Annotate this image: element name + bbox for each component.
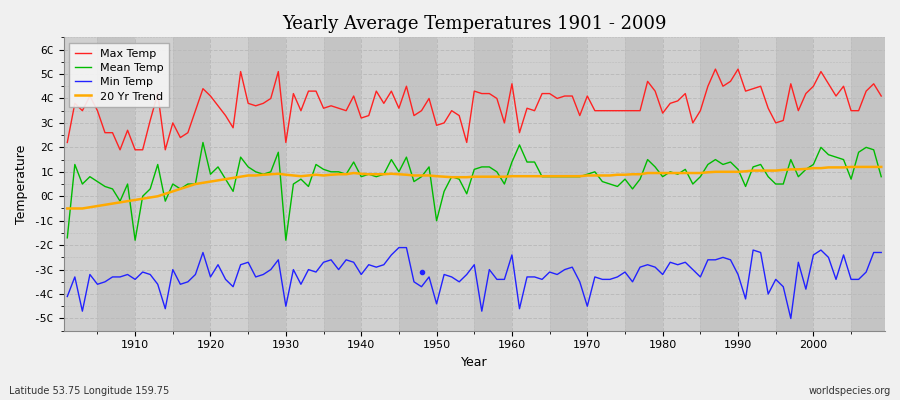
Bar	[399, 37, 436, 331]
Max Temp	[295, 108, 306, 113]
Mean Temp	[348, 160, 359, 164]
20 Yr Trend	[876, 164, 886, 169]
Max Temp	[876, 94, 886, 98]
Min Temp	[514, 306, 525, 311]
Bar	[776, 37, 814, 331]
20 Yr Trend	[597, 173, 608, 178]
Bar	[662, 37, 700, 331]
Text: Latitude 53.75 Longitude 159.75: Latitude 53.75 Longitude 159.75	[9, 386, 169, 396]
Bar	[588, 37, 625, 331]
Line: Min Temp: Min Temp	[68, 248, 881, 318]
Bar	[814, 37, 851, 331]
Mean Temp	[303, 184, 314, 189]
Bar	[474, 37, 512, 331]
Min Temp	[62, 294, 73, 299]
Mean Temp	[522, 160, 533, 164]
Y-axis label: Temperature: Temperature	[15, 144, 28, 224]
20 Yr Trend	[846, 164, 857, 169]
Max Temp	[605, 108, 616, 113]
Mean Temp	[612, 184, 623, 189]
Line: Mean Temp: Mean Temp	[68, 142, 881, 240]
X-axis label: Year: Year	[461, 356, 488, 369]
Bar	[361, 37, 399, 331]
Text: worldspecies.org: worldspecies.org	[809, 386, 891, 396]
Mean Temp	[514, 142, 525, 147]
Bar	[135, 37, 173, 331]
Min Temp	[507, 252, 517, 257]
Line: Max Temp: Max Temp	[68, 69, 881, 150]
Min Temp	[605, 277, 616, 282]
Bar	[851, 37, 889, 331]
Legend: Max Temp, Mean Temp, Min Temp, 20 Yr Trend: Max Temp, Mean Temp, Min Temp, 20 Yr Tre…	[69, 43, 169, 107]
20 Yr Trend	[507, 174, 517, 179]
Mean Temp	[198, 140, 209, 145]
20 Yr Trend	[333, 172, 344, 177]
Bar	[173, 37, 211, 331]
Mean Temp	[122, 182, 133, 186]
Max Temp	[114, 147, 125, 152]
Line: 20 Yr Trend: 20 Yr Trend	[68, 167, 881, 208]
Min Temp	[333, 267, 344, 272]
Max Temp	[710, 67, 721, 72]
Bar	[550, 37, 588, 331]
Bar	[436, 37, 474, 331]
Title: Yearly Average Temperatures 1901 - 2009: Yearly Average Temperatures 1901 - 2009	[282, 15, 667, 33]
Bar	[738, 37, 776, 331]
Min Temp	[876, 250, 886, 255]
Bar	[97, 37, 135, 331]
Mean Temp	[130, 238, 140, 243]
Min Temp	[393, 245, 404, 250]
Bar	[211, 37, 248, 331]
20 Yr Trend	[122, 199, 133, 204]
Min Temp	[122, 272, 133, 277]
Bar	[625, 37, 662, 331]
Bar	[59, 37, 97, 331]
Min Temp	[786, 316, 796, 321]
20 Yr Trend	[62, 206, 73, 211]
Bar	[248, 37, 286, 331]
Min Temp	[288, 267, 299, 272]
Bar	[889, 37, 900, 331]
Mean Temp	[62, 236, 73, 240]
20 Yr Trend	[499, 174, 509, 179]
Max Temp	[507, 81, 517, 86]
Bar	[286, 37, 323, 331]
Bar	[323, 37, 361, 331]
Bar	[700, 37, 738, 331]
Max Temp	[514, 130, 525, 135]
Mean Temp	[876, 174, 886, 179]
Max Temp	[341, 108, 352, 113]
Max Temp	[62, 140, 73, 145]
20 Yr Trend	[288, 173, 299, 178]
Bar	[512, 37, 550, 331]
Max Temp	[130, 147, 140, 152]
